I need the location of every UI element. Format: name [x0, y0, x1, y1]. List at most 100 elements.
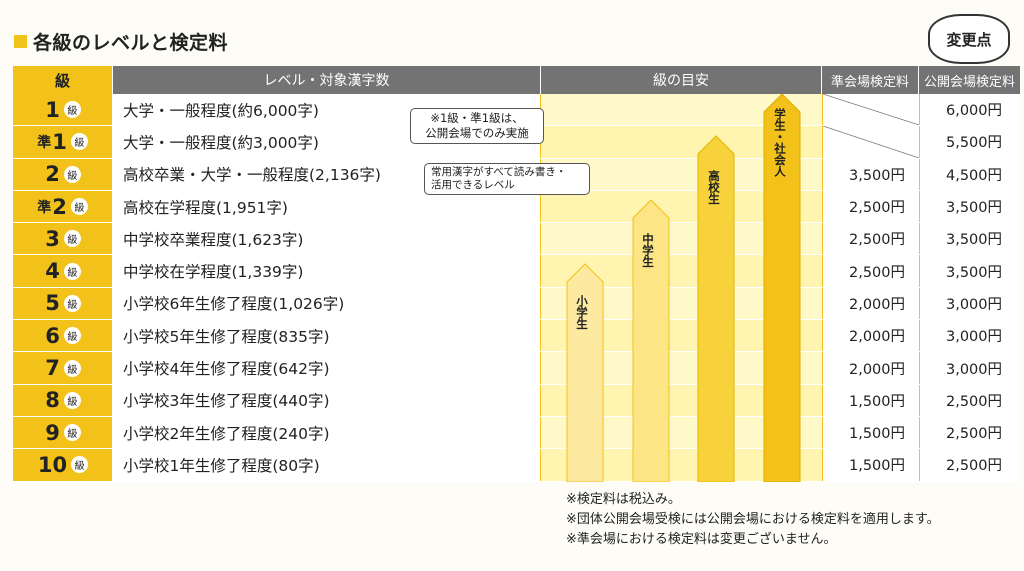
level-cell: 小学校5年生修了程度(835字) — [113, 320, 541, 352]
table-row: 7 級小学校4年生修了程度(642字) 2,000円 3,000円 — [13, 352, 1020, 385]
grade-kyu-mark: 級 — [71, 456, 89, 474]
note-level1-only-public: ※1級・準1級は、 公開会場でのみ実施 — [410, 108, 544, 144]
fee-public-cell: 3,500円 — [919, 255, 1020, 287]
grade-number: 5 — [45, 291, 60, 316]
fee-public-cell: 3,000円 — [919, 287, 1020, 320]
label-junior-high: 中学生 — [641, 233, 655, 268]
table-row: 6 級 小学校5年生修了程度(835字) 2,000円 3,000円 — [13, 320, 1020, 353]
table-rows: 1 級大学・一般程度(約6,000字) 6,000円準 1 級大学・一般程度(約3,00… — [13, 94, 1020, 482]
grade-number: 7 — [45, 356, 60, 381]
header-grade: 級 — [13, 66, 113, 94]
note-joyo-kanji: 常用漢字がすべて読み書き・ 活用できるレベル — [424, 163, 590, 195]
note2-line2: 活用できるレベル — [431, 179, 515, 191]
note2-line1: 常用漢字がすべて読み書き・ — [431, 166, 567, 178]
header-fee-semi: 準会場検定料 — [822, 66, 919, 94]
table-row: 準 2 級高校在学程度(1,951字) 2,500円 3,500円 — [13, 190, 1020, 224]
fee-semi-cell: 2,500円 — [822, 223, 919, 255]
grade-kyu-mark: 級 — [63, 294, 81, 312]
table-row: 1 級大学・一般程度(約6,000字) 6,000円 — [13, 94, 1020, 127]
title-marker-icon — [14, 35, 27, 48]
grade-number: 4 — [45, 259, 60, 284]
footnote-1: ※検定料は税込み。 — [566, 492, 681, 507]
title-block: 各級のレベルと検定料 — [14, 28, 228, 55]
header-fee-public: 公開会場検定料 — [919, 66, 1020, 94]
fee-public-cell: 3,000円 — [919, 352, 1020, 384]
grade-guide-arrows — [566, 94, 801, 482]
table-row: 3 級中学校卒業程度(1,623字) 2,500円 3,500円 — [13, 223, 1020, 256]
fee-semi-cell: 1,500円 — [822, 416, 919, 449]
table-row: 10 級小学校1年生修了程度(80字) 1,500円 2,500円 — [13, 449, 1020, 482]
fee-public-cell: 2,500円 — [919, 384, 1020, 416]
arrow-adult — [763, 94, 801, 482]
grade-cell: 10 級 — [13, 449, 113, 481]
grade-kyu-mark: 級 — [63, 262, 81, 280]
grade-prefix: 準 — [37, 134, 52, 151]
table-row: 9 級小学校2年生修了程度(240字) 1,500円 2,500円 — [13, 416, 1020, 450]
grade-number: 8 — [45, 388, 60, 413]
fee-semi-cell: 2,000円 — [822, 287, 919, 320]
table-row: 8 級小学校3年生修了程度(440字) 1,500円 2,500円 — [13, 384, 1020, 417]
fee-public-cell: 3,000円 — [919, 320, 1020, 352]
grade-kyu-mark: 級 — [63, 165, 81, 183]
note1-line1: ※1級・準1級は、 — [430, 111, 524, 125]
fee-public-cell: 5,500円 — [919, 126, 1020, 158]
grade-number: 6 — [45, 323, 60, 348]
table-header: 級 レベル・対象漢字数 級の目安 準会場検定料 公開会場検定料 — [13, 66, 1020, 94]
label-elementary: 小学生 — [575, 295, 589, 330]
fee-semi-cell — [822, 126, 919, 158]
grade-number: 9 — [45, 420, 60, 445]
fee-public-cell: 2,500円 — [919, 449, 1020, 481]
fee-public-cell: 2,500円 — [919, 416, 1020, 449]
fee-semi-cell: 2,500円 — [822, 190, 919, 223]
fee-semi-cell: 2,000円 — [822, 320, 919, 352]
grade-number: 1 — [45, 97, 60, 122]
page-title: 各級のレベルと検定料 — [33, 32, 229, 54]
fee-semi-cell: 1,500円 — [822, 449, 919, 481]
footnote-2: ※団体公開会場受検には公開会場における検定料を適用します。 — [566, 512, 940, 527]
fee-semi-cell — [822, 94, 919, 126]
fee-public-cell: 3,500円 — [919, 223, 1020, 255]
level-cell: 高校在学程度(1,951字) — [113, 190, 541, 223]
change-badge: 変更点 — [928, 14, 1010, 64]
footnotes: ※検定料は税込み。 ※団体公開会場受検には公開会場における検定料を適用します。 … — [566, 490, 940, 550]
header-level: レベル・対象漢字数 — [113, 66, 541, 94]
fee-semi-cell: 2,500円 — [822, 255, 919, 287]
grade-prefix: 準 — [37, 199, 52, 216]
arrow-elementary — [566, 263, 604, 482]
grade-number: 2 — [45, 162, 60, 187]
fee-public-cell: 6,000円 — [919, 94, 1020, 126]
grade-number: 2 — [52, 194, 67, 219]
grade-kyu-mark: 級 — [63, 359, 81, 377]
grade-kyu-mark: 級 — [63, 101, 81, 119]
grade-number: 10 — [37, 452, 68, 477]
label-adult: 学生・社会人 — [773, 108, 787, 177]
grade-kyu-mark: 級 — [63, 424, 81, 442]
grade-kyu-mark: 級 — [63, 391, 81, 409]
level-cell: 中学校在学程度(1,339字) — [113, 255, 541, 287]
level-cell: 小学校1年生修了程度(80字) — [113, 449, 541, 481]
footnote-3: ※準会場における検定料は変更ございません。 — [566, 532, 837, 547]
level-cell: 小学校4年生修了程度(642字) — [113, 352, 541, 384]
level-cell: 小学校6年生修了程度(1,026字) — [113, 287, 541, 320]
grade-number: 1 — [52, 129, 67, 154]
grade-kyu-mark: 級 — [63, 327, 81, 345]
table-row: 4 級 中学校在学程度(1,339字) 2,500円 3,500円 — [13, 255, 1020, 288]
table-row: 5 級小学校6年生修了程度(1,026字) 2,000円 3,000円 — [13, 287, 1020, 321]
grade-kyu-mark: 級 — [70, 133, 88, 151]
grade-number: 3 — [45, 226, 60, 251]
fee-public-cell: 3,500円 — [919, 190, 1020, 223]
fee-semi-cell: 3,500円 — [822, 158, 919, 190]
level-cell: 小学校2年生修了程度(240字) — [113, 416, 541, 449]
arrow-high-school — [697, 135, 735, 482]
fee-semi-cell: 2,000円 — [822, 352, 919, 384]
label-high-school: 高校生 — [707, 170, 721, 205]
